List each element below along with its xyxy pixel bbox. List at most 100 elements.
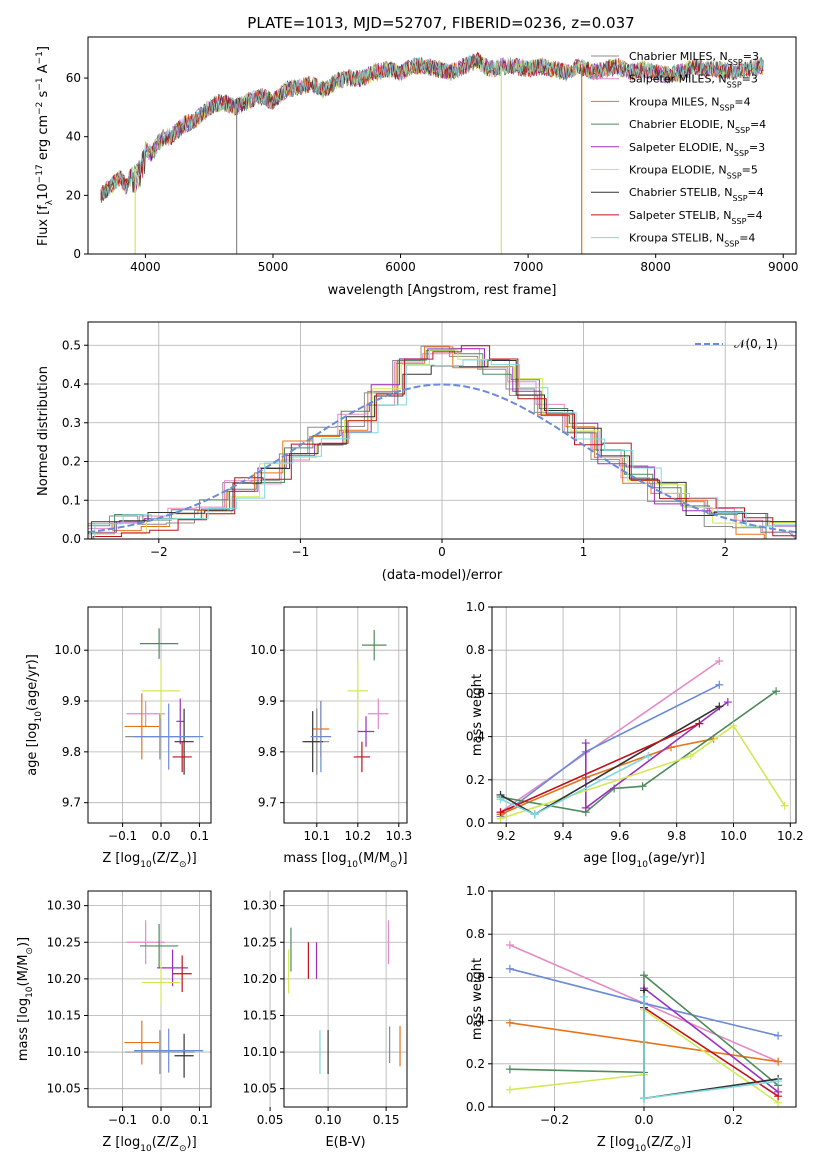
spectrum-legend-label: Kroupa MILES, NSSP=4	[629, 95, 751, 112]
spectrum-legend-sub: SSP	[735, 126, 750, 135]
spectrum-legend-label: Kroupa STELIB, NSSP=4	[629, 232, 755, 249]
mass-weight-vs-metallicity-xlabel-part: ⊙	[673, 1144, 681, 1154]
mass-weight-vs-metallicity-series-marker	[640, 992, 648, 1001]
mass-weight-vs-age-series-line	[585, 701, 729, 810]
age-vs-metallicity-xlabel-part: Z [log	[102, 851, 140, 866]
spectrum-legend-value: =4	[748, 186, 764, 199]
spectrum-legend-value: =4	[734, 95, 750, 108]
spectrum-xtick-label: 9000	[768, 260, 799, 274]
mass-weight-vs-age-series-marker	[638, 782, 647, 791]
spectrum-legend-text: Chabrier STELIB, N	[629, 186, 733, 199]
mass-vs-metallicity-xlabel: Z [log10(Z/Z⊙)]	[102, 1135, 196, 1154]
mass-weight-vs-metallicity-xlabel-part: Z [log	[597, 1135, 635, 1150]
mass-weight-vs-metallicity-xtick-label: 0.2	[724, 1113, 743, 1127]
mass-vs-extinction-ytick-label: 10.10	[243, 1045, 277, 1059]
spectrum-legend-value: =5	[742, 164, 758, 177]
mass-weight-vs-age-series-marker	[581, 803, 590, 812]
mass-weight-vs-age-series-line	[500, 722, 700, 813]
age-vs-mass-xtick-label: 10.2	[344, 829, 371, 843]
mass-vs-metallicity: −0.1 0.0 0.1 10.05 10.10 10.15 10.20 10.25 10.30…	[16, 890, 212, 1154]
mass-weight-vs-age-xtick-label: 10.0	[720, 829, 747, 843]
mass-vs-metallicity-xlabel-part: 10	[140, 1144, 152, 1154]
spectrum-ylabel-part: −17	[35, 164, 45, 183]
histogram-xtick-label: −1	[292, 545, 310, 559]
mass-weight-vs-metallicity-series-marker	[774, 1057, 783, 1066]
histogram-legend: 𝒩(0, 1)	[695, 337, 778, 351]
spectrum-line-kroupa-stelib	[100, 54, 764, 199]
age-vs-mass-xtick-label: 10.1	[303, 829, 330, 843]
spectrum-xlabel: wavelength [Angstrom, rest frame]	[328, 283, 557, 298]
mass-weight-vs-metallicity-series-line	[643, 987, 779, 1093]
mass-weight-vs-metallicity: −0.2 0.0 0.2 0.0 0.2 0.4 0.6 0.8 1.0 Z [log10(Z/Z…	[466, 884, 797, 1154]
mass-vs-extinction-xtick-label: 0.10	[315, 1113, 342, 1127]
histogram-step-salpeter-elodie	[87, 348, 797, 539]
mass-weight-vs-age-xtick-label: 9.2	[497, 829, 516, 843]
age-vs-metallicity-xlabel-part: 10	[140, 860, 152, 870]
spectrum-xtick-label: 6000	[385, 260, 416, 274]
mass-weight-vs-age-series-marker	[715, 680, 724, 689]
mass-vs-extinction: 0.05 0.10 0.15 10.05 10.10 10.15 10.20 10.25 10.…	[243, 890, 408, 1150]
spectrum-legend-label: Salpeter STELIB, NSSP=4	[629, 209, 763, 226]
age-vs-metallicity: −0.1 0.0 0.19.79.89.910.0Z [log10(Z/Z⊙)]ag…	[25, 606, 212, 870]
spectrum-legend-text: Salpeter ELODIE, N	[629, 141, 734, 154]
mass-vs-metallicity-ylabel: mass [log10(M/M⊙)]	[16, 937, 35, 1061]
age-vs-mass-xlabel-part: ⊙	[390, 860, 398, 870]
mass-weight-vs-age-series-marker	[723, 698, 732, 707]
spectrum-ylabel-part: −1	[35, 51, 45, 64]
mass-weight-vs-age-series-marker	[772, 687, 781, 696]
mass-vs-metallicity-ytick-label: 10.30	[47, 899, 81, 913]
mass-vs-metallicity-ytick-label: 10.10	[47, 1045, 81, 1059]
mass-weight-vs-age-series-marker	[581, 739, 590, 748]
mass-vs-metallicity-xlabel-part: ⊙	[179, 1144, 187, 1154]
histogram-step-kroupa-stelib	[94, 359, 797, 539]
mass-vs-extinction-frame	[283, 890, 408, 1108]
spectrum-legend-value: =3	[749, 141, 765, 154]
mass-vs-extinction-ytick-label: 10.25	[243, 935, 277, 949]
histogram-step-chabrier-miles	[87, 345, 797, 540]
spectrum-legend-value: =4	[739, 232, 755, 245]
spectrum-legend-label: Chabrier STELIB, NSSP=4	[629, 186, 764, 203]
spectrum-ylabel-part: 10	[36, 183, 51, 200]
age-vs-mass: 10.1 10.2 10.3 9.7 9.8 9.9 10.0 mass [log10(M/M…	[250, 606, 412, 870]
mass-weight-vs-metallicity-series-line	[643, 1006, 779, 1097]
mass-weight-vs-metallicity-ytick-label: 0.0	[466, 1100, 485, 1114]
age-vs-mass-ytick-label: 9.8	[258, 745, 277, 759]
spectrum-ytick-label: 60	[66, 71, 81, 85]
spectrum-ylabel-part: erg cm	[36, 115, 51, 164]
age-vs-mass-xtick-label: 10.3	[385, 829, 412, 843]
spectrum-legend-text: Kroupa MILES, N	[629, 95, 719, 108]
mass-vs-metallicity-ytick-label: 10.20	[47, 972, 81, 986]
mass-weight-vs-age-xlabel-part: age [log	[583, 851, 636, 866]
spectrum-legend-text: Chabrier MILES, N	[629, 50, 728, 63]
mass-weight-vs-metallicity-series-marker	[774, 1092, 783, 1101]
age-vs-mass-xlabel-part: 10	[347, 860, 359, 870]
mass-weight-vs-metallicity-series-marker	[774, 1031, 783, 1040]
mass-vs-metallicity-ylabel-part: (M/M	[16, 955, 31, 987]
mass-weight-vs-age-xlabel-part: (age/yr)]	[648, 851, 705, 866]
mass-vs-extinction-ytick-label: 10.20	[243, 972, 277, 986]
mass-weight-vs-age-ytick-label: 0.2	[466, 773, 485, 787]
residual-histogram-panel: −2 −1 0 1 2 0.0 0.1 0.2 0.3 0.4 0.5 (data-model)/e…	[36, 321, 797, 583]
normal-curve	[87, 383, 797, 534]
mass-vs-extinction-xtick-label: 0.05	[257, 1113, 284, 1127]
spectrum-legend-sub: SSP	[727, 171, 742, 180]
mass-weight-vs-metallicity-xtick-label: −0.2	[540, 1113, 569, 1127]
spectrum-legend-text: Salpeter MILES, N	[629, 73, 727, 86]
mass-vs-metallicity-xlabel-part: (Z/Z	[152, 1135, 179, 1150]
histogram-step-kroupa-elodie	[89, 349, 797, 539]
histogram-ytick-label: 0.3	[62, 416, 81, 430]
mass-vs-metallicity-ytick-label: 10.05	[47, 1082, 81, 1096]
spectrum-legend-sub: SSP	[724, 239, 739, 248]
mass-vs-metallicity-ylabel-part: mass [log	[16, 998, 31, 1061]
spectrum-ylabel-part: A	[36, 64, 51, 77]
mass-weight-vs-metallicity-xtick-label: 0.0	[634, 1113, 653, 1127]
age-vs-mass-xlabel: mass [log10(M/M⊙)]	[283, 851, 407, 870]
mass-weight-vs-metallicity-frame	[491, 890, 797, 1108]
spectrum-legend-sub: SSP	[727, 80, 742, 89]
age-vs-metallicity-ylabel: age [log10(age/yr)]	[25, 654, 44, 776]
mass-weight-vs-age-xtick-label: 9.4	[553, 829, 572, 843]
spectrum-legend-sub: SSP	[734, 148, 749, 157]
mass-weight-vs-age-ytick-label: 0.6	[466, 686, 485, 700]
age-vs-metallicity-xtick-label: 0.1	[190, 829, 209, 843]
age-vs-metallicity-frame	[87, 606, 212, 824]
